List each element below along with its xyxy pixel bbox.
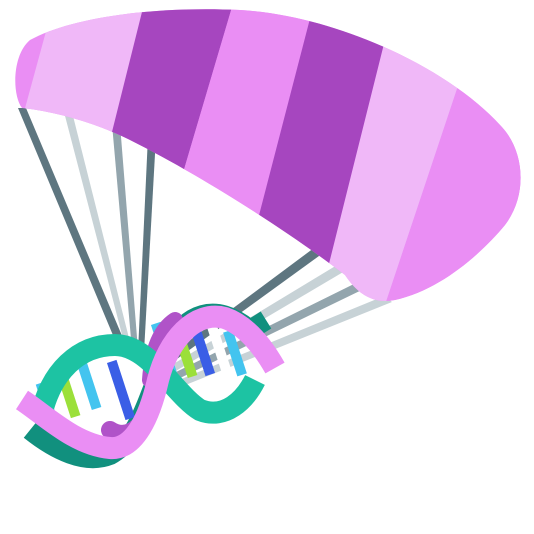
suspension-line [138,136,156,352]
dna-strand-pink [15,305,285,459]
suspension-lines-left [18,108,156,352]
canopy-stripe [175,9,320,250]
suspension-line [64,112,132,350]
suspension-line [112,124,138,350]
dna-helix [15,303,285,469]
dna-strand-teal [29,333,265,424]
canopy-stripe [250,9,400,300]
suspension-line [18,108,128,352]
dna-rung [89,350,121,420]
dna-rung [106,359,136,421]
suspension-line [166,242,330,364]
dna-rung [223,329,247,377]
dna-rung [205,319,233,377]
